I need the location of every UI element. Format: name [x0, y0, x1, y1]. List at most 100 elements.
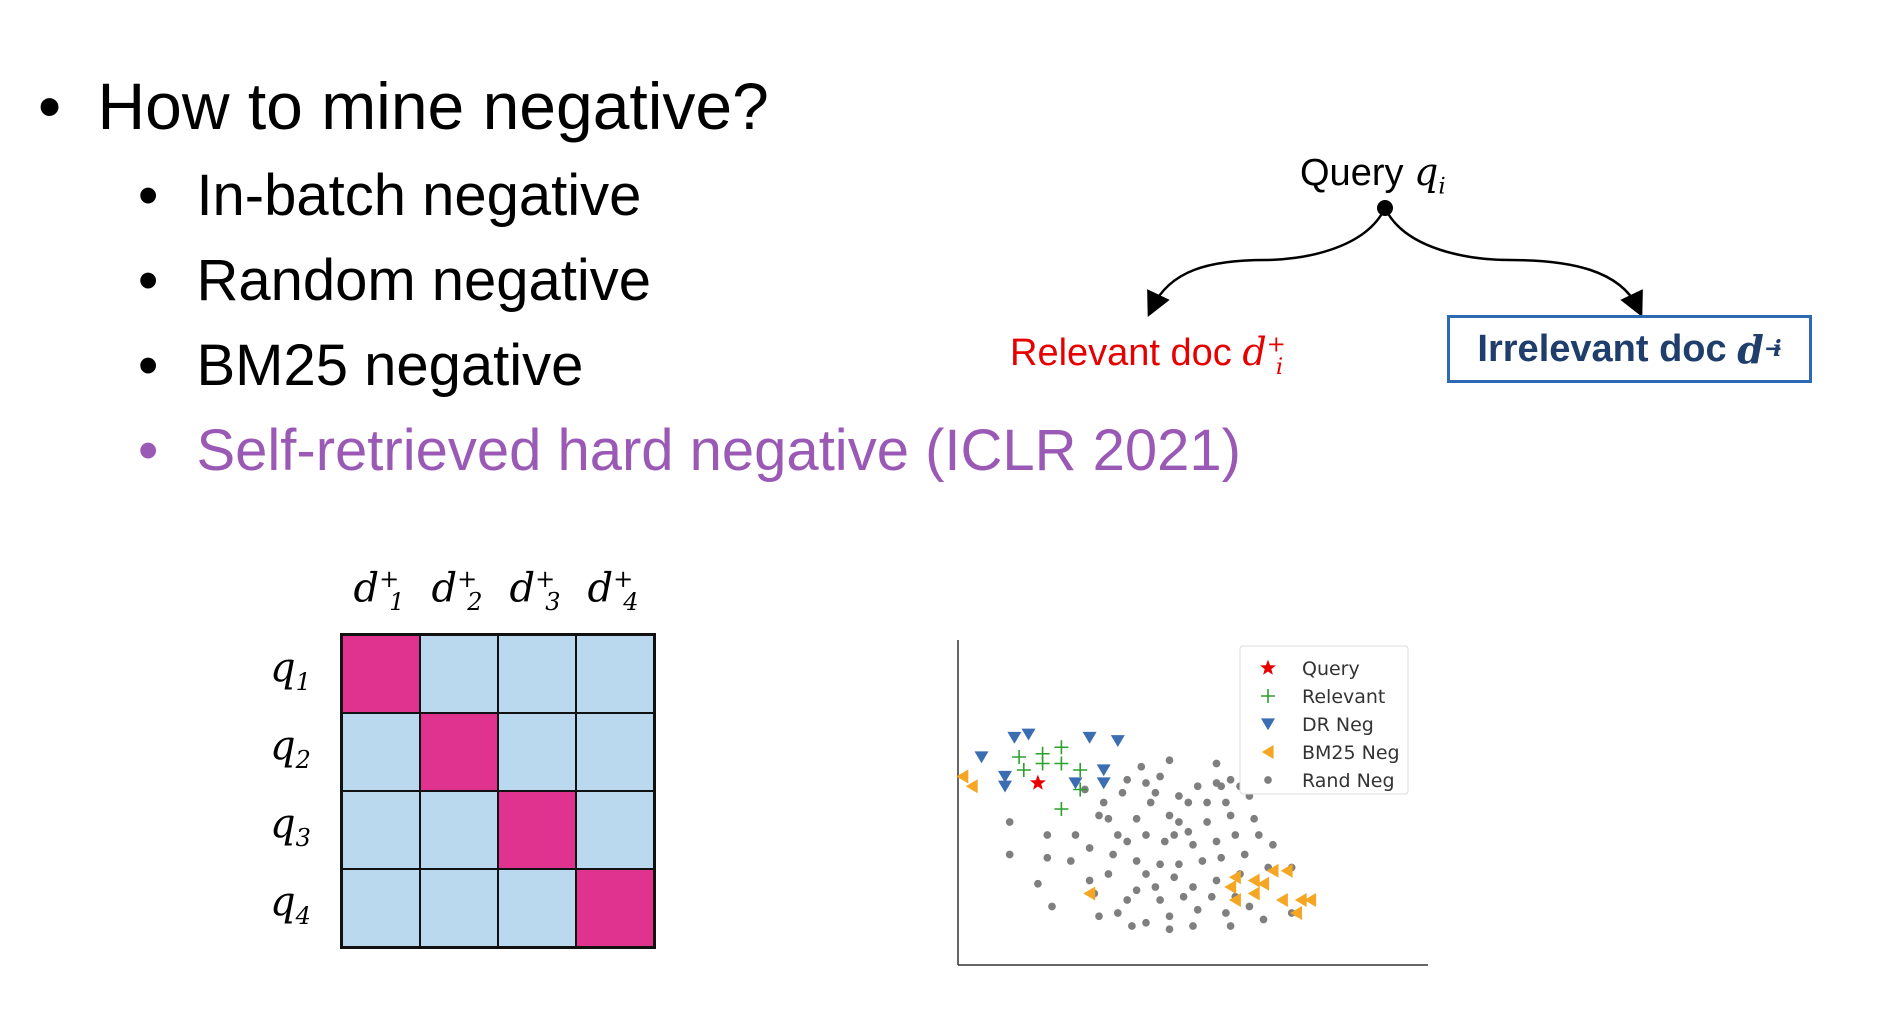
legend-label: BM25 Neg — [1302, 742, 1400, 764]
matrix-row-label: q4 — [270, 879, 311, 930]
point-relevant — [1012, 750, 1027, 764]
point-rand-neg — [1156, 860, 1164, 869]
matrix-cell-q1-d2 — [420, 635, 498, 713]
matrix-cell-q4-d4 — [576, 869, 654, 947]
query-label: Query qi — [1300, 150, 1446, 200]
point-rand-neg — [1066, 857, 1075, 865]
point-rand-neg — [1179, 892, 1188, 901]
point-bm25-neg — [956, 769, 969, 784]
matrix-column-header: d+2 — [431, 565, 483, 617]
matrix-cell-q1-d4 — [576, 635, 654, 713]
point-rand-neg — [1123, 775, 1132, 784]
point-relevant — [1035, 756, 1050, 771]
matrix-cell-q3-d2 — [420, 791, 498, 869]
point-relevant — [1016, 763, 1031, 777]
point-rand-neg — [1226, 775, 1235, 784]
point-relevant — [1073, 763, 1088, 777]
point-rand-neg — [1240, 850, 1249, 859]
point-dr-neg — [998, 770, 1012, 783]
bullet-main: • How to mine negative? — [38, 68, 769, 144]
arrow-to-relevant — [1147, 207, 1387, 318]
point-rand-neg — [1170, 831, 1179, 839]
point-bm25-neg — [1083, 886, 1096, 901]
point-rand-neg — [1222, 909, 1230, 917]
point-rand-neg — [1104, 814, 1113, 823]
irrelevant-doc-box: Irrelevant doc d − i — [1447, 315, 1812, 383]
point-rand-neg — [1156, 772, 1164, 781]
point-rand-neg — [1151, 883, 1160, 891]
point-relevant — [1054, 802, 1069, 816]
point-query — [1029, 774, 1046, 790]
point-rand-neg — [1043, 853, 1052, 862]
point-dr-neg — [1096, 777, 1111, 790]
point-rand-neg — [1132, 886, 1141, 895]
point-rand-neg — [1034, 879, 1042, 888]
point-rand-neg — [1184, 827, 1193, 836]
point-bm25-neg — [1266, 863, 1279, 878]
point-rand-neg — [1146, 798, 1155, 807]
point-rand-neg — [1245, 902, 1254, 911]
point-rand-neg — [1189, 883, 1197, 891]
matrix-column-header: d+3 — [509, 565, 561, 617]
matrix-cell-q2-d1 — [342, 713, 420, 791]
bullet-sub-text: BM25 negative — [196, 333, 584, 398]
legend-label: Relevant — [1302, 686, 1385, 708]
point-rand-neg — [1137, 762, 1146, 771]
point-relevant — [1054, 756, 1069, 771]
bullet-sub-3: • BM25 negative — [138, 332, 583, 399]
matrix-cell-q2-d4 — [576, 713, 654, 791]
point-bm25-neg — [1304, 893, 1317, 907]
point-rand-neg — [1104, 870, 1113, 878]
point-rand-neg — [1132, 857, 1141, 865]
bullet-sub-text: Random negative — [196, 248, 652, 313]
legend-marker-dr-neg — [1261, 718, 1275, 731]
point-rand-neg — [1203, 818, 1211, 826]
point-rand-neg — [1222, 798, 1230, 807]
point-rand-neg — [1048, 902, 1056, 911]
point-dr-neg — [974, 751, 989, 764]
point-rand-neg — [1175, 792, 1183, 800]
point-rand-neg — [1193, 782, 1202, 791]
point-rand-neg — [1193, 905, 1202, 914]
matrix-cell-q4-d3 — [498, 869, 576, 947]
matrix-cell-q1-d3 — [498, 635, 576, 713]
point-rand-neg — [1109, 850, 1117, 859]
point-rand-neg — [1113, 909, 1122, 917]
similarity-matrix — [340, 633, 656, 949]
bullet-marker: • — [138, 418, 159, 483]
query-tree-arrows — [1147, 200, 1643, 318]
matrix-column-header: d+1 — [353, 565, 405, 617]
legend-marker-query — [1260, 659, 1276, 675]
point-rand-neg — [1160, 837, 1169, 846]
point-rand-neg — [1259, 915, 1268, 924]
point-rand-neg — [1226, 922, 1235, 930]
matrix-row-label: q1 — [270, 645, 311, 696]
point-rand-neg — [1128, 922, 1136, 930]
point-rand-neg — [1212, 779, 1221, 787]
point-bm25-neg — [1229, 893, 1241, 907]
point-bm25-neg — [1247, 873, 1260, 888]
point-bm25-neg — [1290, 906, 1302, 920]
bullet-sub-2: • Random negative — [138, 247, 651, 314]
point-bm25-neg — [1247, 886, 1260, 901]
point-rand-neg — [1142, 831, 1150, 839]
point-dr-neg — [1082, 731, 1097, 744]
point-rand-neg — [1142, 870, 1150, 878]
point-rand-neg — [1212, 759, 1221, 768]
point-rand-neg — [1071, 831, 1080, 839]
matrix-cell-q4-d1 — [342, 869, 420, 947]
point-rand-neg — [1165, 912, 1174, 921]
scatter-plot: Query Relevant DR Neg BM25 Neg Rand Neg — [956, 640, 1428, 966]
matrix-cell-q3-d4 — [576, 791, 654, 869]
point-rand-neg — [1212, 876, 1221, 885]
legend-box — [1239, 645, 1409, 795]
point-rand-neg — [1175, 860, 1183, 869]
bullet-marker: • — [138, 248, 159, 313]
point-bm25-neg — [1224, 880, 1237, 894]
point-dr-neg — [1110, 735, 1125, 748]
point-rand-neg — [1189, 840, 1197, 849]
point-rand-neg — [1005, 850, 1014, 859]
point-relevant — [1073, 782, 1088, 797]
point-rand-neg — [1142, 779, 1150, 787]
point-rand-neg — [1005, 818, 1014, 826]
